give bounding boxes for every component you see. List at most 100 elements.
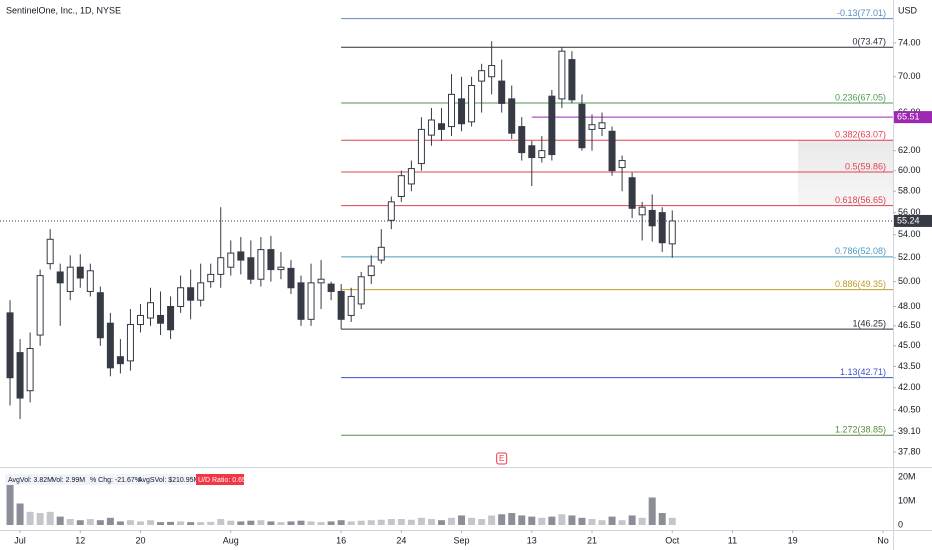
candle-body: [407, 168, 415, 185]
volume-bar: [207, 521, 215, 525]
fib-label: 0.886(49.35): [835, 279, 886, 289]
volume-bar: [387, 519, 395, 525]
volume-bar: [367, 520, 375, 525]
candle-body: [668, 220, 676, 245]
volume-bar: [357, 520, 365, 525]
candle-body: [317, 278, 325, 284]
candle-body: [548, 95, 556, 156]
volume-bar: [177, 521, 185, 525]
volume-bar: [468, 517, 476, 525]
fib-label: 0.382(63.07): [835, 130, 886, 140]
fib-label: 0.5(59.86): [845, 161, 886, 171]
candle-body: [367, 265, 375, 277]
stat: Vol: 2.99M: [52, 477, 85, 484]
candle-body: [36, 275, 44, 336]
volume-bar: [147, 520, 155, 525]
volume-bar: [658, 513, 666, 525]
candle-body: [498, 80, 506, 104]
candle-body: [26, 348, 34, 392]
volume-bar: [618, 520, 626, 525]
y-tick-label: 42.00: [898, 382, 921, 392]
candle-body: [437, 123, 445, 130]
y-tick-label: 70.00: [898, 71, 921, 81]
volume-bar: [277, 522, 285, 525]
volume-bar: [528, 516, 536, 525]
y-tick-label: 62.00: [898, 145, 921, 155]
volume-bar: [46, 511, 54, 525]
fib-label: 0.786(52.08): [835, 246, 886, 256]
y-tick-label: 43.50: [898, 361, 921, 371]
volume-bar: [488, 515, 496, 525]
volume-bar: [106, 517, 114, 525]
volume-bar: [327, 521, 335, 525]
volume-bar: [578, 517, 586, 525]
y-tick-label: 56.00: [898, 207, 921, 217]
event-marker: [496, 452, 508, 465]
candle-body: [488, 65, 496, 78]
volume-bar: [126, 520, 134, 525]
volume-bar: [297, 520, 305, 525]
volume-bar: [337, 520, 345, 525]
volume-bar: [427, 519, 435, 525]
candle-body: [578, 103, 586, 149]
y-tick-label: 46.50: [898, 320, 921, 330]
volume-bar: [197, 522, 205, 525]
candle-body: [96, 292, 104, 339]
candle-body: [46, 238, 54, 265]
candle-body: [568, 59, 576, 101]
price-badge-label: 65.51: [897, 111, 920, 121]
volume-bar: [307, 521, 315, 525]
x-tick-label: Oct: [665, 535, 680, 545]
volume-bar: [638, 517, 646, 525]
x-tick-label: 16: [336, 535, 346, 545]
price-badge-label: 55.24: [897, 215, 920, 225]
volume-bar: [668, 517, 676, 525]
volume-bar: [56, 516, 64, 525]
candle-body: [197, 282, 205, 301]
price-badge: [894, 111, 932, 124]
x-tick-label: No: [877, 535, 889, 545]
fib-label: 0(73.47): [852, 37, 886, 47]
candle-body: [307, 282, 315, 320]
volume-bar: [407, 519, 415, 525]
candle-body: [247, 257, 255, 280]
volume-bar: [26, 511, 34, 525]
volume-bar: [478, 519, 486, 525]
y-tick-label: 60.00: [898, 165, 921, 175]
volume-bar: [247, 520, 255, 525]
volume-pane: [6, 484, 676, 525]
x-tick-label: Jul: [14, 535, 26, 545]
volume-stats: AvgVol: 3.82M Vol: 2.99M % Chg: -21.67% …: [5, 474, 246, 485]
candle-body: [648, 209, 656, 227]
volume-bar: [36, 513, 44, 525]
volume-bar: [437, 520, 445, 525]
volume-bar: [76, 520, 84, 525]
volume-tick-label: 0: [898, 519, 903, 529]
candle-body: [136, 314, 144, 326]
volume-bar: [136, 521, 144, 525]
candle-body: [397, 175, 405, 198]
candle-body: [618, 160, 626, 169]
volume-bar: [588, 519, 596, 525]
y-tick-label: 40.50: [898, 404, 921, 414]
candle-body: [217, 257, 225, 275]
candle-body: [347, 295, 355, 316]
candle-body: [287, 267, 295, 289]
volume-bar: [397, 519, 405, 525]
volume-bar: [267, 521, 275, 525]
y-tick-label: 37.80: [898, 446, 921, 456]
ud-bg: [196, 474, 244, 485]
volume-bar: [217, 519, 225, 525]
candle-body: [66, 266, 74, 292]
candle-body: [387, 201, 395, 221]
candle-body: [106, 322, 114, 369]
candle-body: [478, 70, 486, 82]
fib-label: 1.13(42.71): [840, 367, 886, 377]
fib-label: 1(46.25): [852, 318, 886, 328]
volume-tick-label: 20M: [898, 472, 916, 482]
candle-body: [468, 84, 476, 123]
volume-bar: [458, 515, 466, 525]
x-tick-label: Sep: [454, 535, 470, 545]
